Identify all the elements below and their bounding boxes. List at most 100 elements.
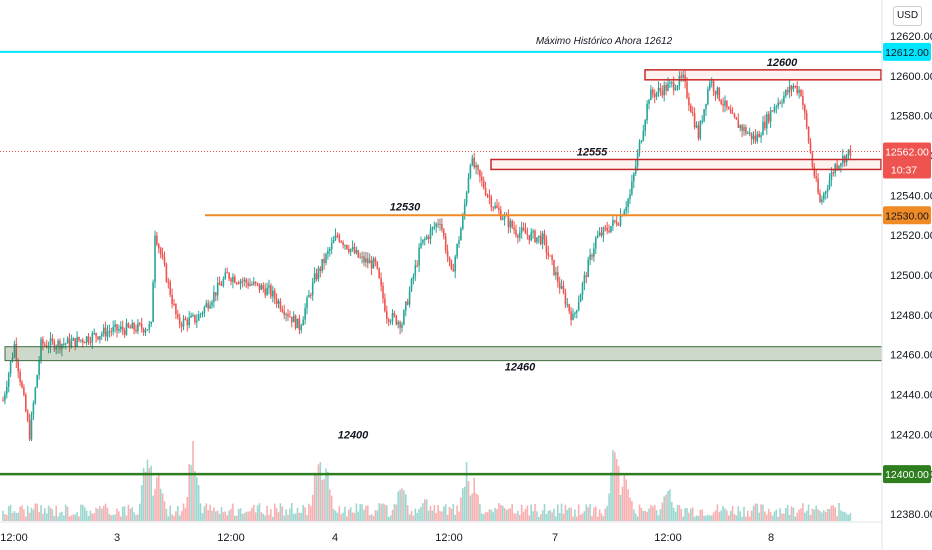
volume-bar bbox=[509, 508, 512, 521]
volume-bar bbox=[40, 505, 42, 521]
candle bbox=[798, 86, 800, 99]
time-axis[interactable]: 12:00 3 12:00 4 12:00 7 12:00 8 bbox=[0, 521, 882, 544]
candle bbox=[528, 235, 531, 245]
volume-bar bbox=[83, 507, 86, 521]
volume-bar bbox=[663, 496, 665, 521]
candle bbox=[262, 282, 265, 293]
candle bbox=[182, 315, 185, 331]
candle-body bbox=[363, 256, 365, 263]
candle bbox=[541, 230, 544, 250]
support-label-12530: 12530 bbox=[390, 201, 421, 213]
volume-bar bbox=[465, 462, 468, 521]
volume-bar bbox=[218, 513, 221, 521]
candle-body bbox=[329, 249, 331, 251]
candle-body bbox=[731, 113, 734, 115]
candle-body bbox=[688, 97, 690, 106]
candle bbox=[163, 251, 166, 267]
currency-button[interactable]: USD bbox=[893, 6, 922, 26]
candle bbox=[718, 87, 721, 102]
volume-bar bbox=[355, 503, 358, 521]
candle-body bbox=[469, 165, 472, 178]
time-tick-label: 4 bbox=[332, 532, 338, 544]
candle bbox=[397, 320, 399, 329]
volume-bar bbox=[661, 502, 664, 521]
candle bbox=[150, 321, 152, 327]
volume-bar bbox=[786, 505, 789, 521]
volume-bar bbox=[142, 467, 145, 521]
volume-bar bbox=[585, 504, 588, 521]
candle-body bbox=[78, 336, 80, 341]
candle bbox=[89, 336, 92, 346]
candle-body bbox=[764, 121, 766, 129]
candle-body bbox=[585, 275, 588, 278]
candle bbox=[370, 255, 373, 276]
candle bbox=[587, 256, 589, 278]
volume-bar bbox=[536, 511, 538, 521]
volume-bar bbox=[251, 507, 253, 521]
candle bbox=[17, 358, 19, 379]
candle bbox=[196, 313, 198, 328]
volume-bar bbox=[551, 512, 553, 521]
volume-bar bbox=[847, 514, 850, 521]
candle-body bbox=[790, 85, 793, 90]
volume-bar bbox=[809, 515, 812, 521]
candle bbox=[737, 113, 740, 128]
candle bbox=[815, 169, 817, 183]
candle bbox=[374, 256, 377, 267]
volume-bar bbox=[57, 516, 59, 521]
candle-body bbox=[564, 292, 567, 305]
volume-bar bbox=[23, 509, 25, 521]
volume-bar bbox=[722, 505, 724, 521]
candle-body bbox=[574, 312, 576, 314]
volume-bar bbox=[709, 515, 711, 521]
candle bbox=[279, 297, 282, 312]
candle bbox=[456, 243, 458, 259]
volume-bar bbox=[42, 513, 44, 521]
volume-bar bbox=[32, 509, 35, 521]
candle-body bbox=[393, 313, 396, 316]
volume-bar bbox=[612, 450, 614, 521]
candle bbox=[26, 408, 29, 423]
candle bbox=[653, 89, 656, 104]
volume-bar bbox=[102, 505, 105, 521]
candle-body bbox=[501, 218, 504, 220]
candle-body bbox=[477, 165, 479, 170]
candle bbox=[773, 103, 776, 114]
candle bbox=[239, 278, 242, 290]
candle bbox=[585, 271, 588, 284]
volume-bar bbox=[697, 516, 700, 521]
volume-bar bbox=[543, 504, 546, 521]
volume-bar bbox=[667, 491, 669, 521]
volume-bar bbox=[589, 504, 591, 521]
candle-body bbox=[494, 205, 496, 209]
candle bbox=[378, 267, 380, 279]
candle-body bbox=[834, 164, 836, 173]
candle bbox=[572, 308, 574, 321]
candle bbox=[486, 193, 489, 198]
candle-body bbox=[709, 82, 711, 89]
candle-body bbox=[177, 314, 179, 318]
candle-body bbox=[794, 85, 797, 87]
price-tick-label: 12460.00 bbox=[890, 350, 932, 362]
candle bbox=[448, 256, 451, 267]
candle bbox=[323, 253, 325, 270]
volume-bar bbox=[836, 516, 838, 521]
volume-bar bbox=[560, 503, 563, 521]
candle bbox=[363, 251, 365, 267]
candle-body bbox=[832, 172, 835, 174]
volume-bar bbox=[68, 516, 71, 521]
price-axis[interactable]: 12620.0012600.0012580.0012560.0012540.00… bbox=[881, 0, 932, 550]
candle bbox=[538, 235, 540, 244]
candle-body bbox=[112, 326, 114, 332]
volume-bar bbox=[334, 510, 337, 521]
candle bbox=[534, 229, 536, 244]
candle bbox=[416, 260, 418, 268]
volume-bar bbox=[621, 486, 624, 521]
candle bbox=[420, 236, 422, 250]
volume-bar bbox=[72, 514, 75, 521]
volume-bar bbox=[268, 514, 270, 521]
volume-bar bbox=[120, 516, 122, 521]
candle-body bbox=[425, 236, 428, 239]
candle bbox=[826, 184, 829, 199]
